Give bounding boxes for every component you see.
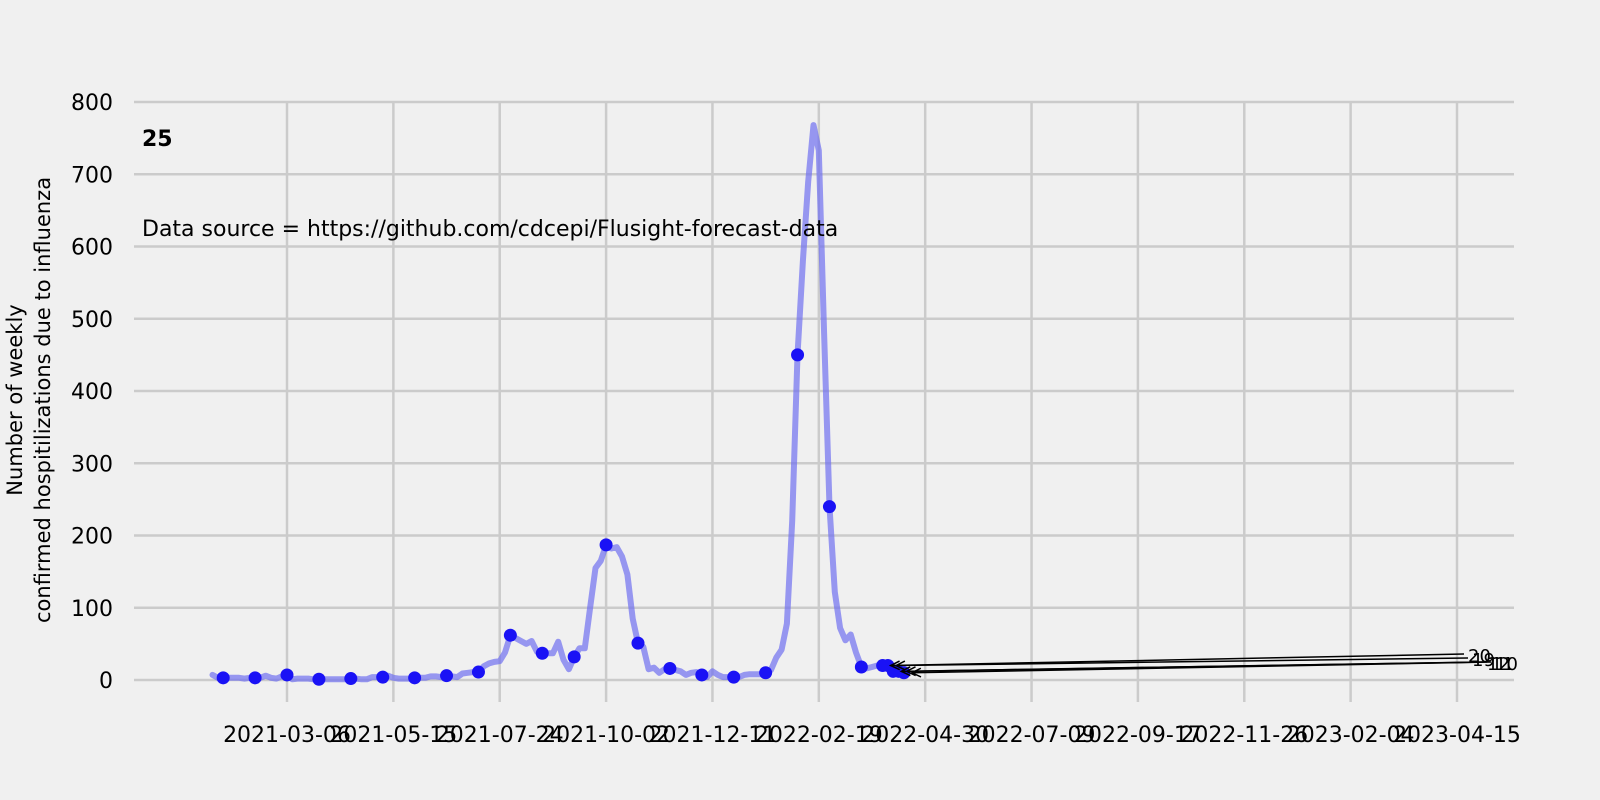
annotation-label: 11 — [1491, 654, 1514, 675]
data-point — [567, 650, 581, 664]
data-point — [822, 500, 836, 514]
y-tick-label: 800 — [71, 91, 113, 116]
data-point — [312, 672, 326, 686]
x-tick-label: 2021-05-15 — [329, 723, 457, 748]
x-tick-label: 2022-07-09 — [968, 723, 1096, 748]
data-point — [440, 669, 454, 683]
series-line — [209, 122, 907, 683]
data-point — [344, 672, 358, 686]
x-tick-label: 2021-03-06 — [223, 723, 351, 748]
data-point — [663, 661, 677, 675]
annotation-arrowhead — [894, 660, 906, 671]
data-point — [216, 671, 230, 685]
data-point — [599, 538, 613, 552]
source-note: Data source = https://github.com/cdcepi/… — [142, 217, 838, 242]
x-tick-labels: 2021-03-062021-05-152021-07-242021-10-02… — [223, 723, 1521, 748]
data-point — [631, 636, 645, 650]
y-tick-label: 100 — [71, 597, 113, 622]
data-point — [408, 671, 422, 685]
annotation-arrowhead — [899, 666, 911, 677]
data-point — [854, 660, 868, 674]
data-point — [376, 670, 390, 684]
data-point — [248, 671, 262, 685]
data-point — [695, 668, 709, 682]
data-point — [503, 628, 517, 642]
x-tick-label: 2021-07-24 — [436, 723, 564, 748]
data-point — [759, 666, 773, 680]
annotation-arrow — [911, 661, 1492, 674]
y-tick-labels: 0 100 200 300 400 500 600 700 800 — [71, 91, 113, 694]
annotation-label: 12 — [1487, 654, 1510, 675]
series-layer — [209, 122, 911, 686]
annotation-label: 10 — [1495, 654, 1518, 675]
y-tick-label: 400 — [71, 380, 113, 405]
data-point — [280, 668, 294, 682]
annotation-label: 19 — [1472, 650, 1495, 671]
annotation-arrowhead — [888, 660, 901, 671]
x-tick-label: 2022-11-26 — [1180, 723, 1308, 748]
x-tick-label: 2022-02-19 — [755, 723, 883, 748]
data-point — [727, 670, 741, 684]
panel-label: 25 — [142, 127, 173, 152]
x-tick-label: 2021-10-02 — [542, 723, 670, 748]
y-axis-label-line1: Number of weekly — [3, 304, 27, 495]
y-tick-label: 200 — [71, 525, 113, 550]
y-tick-label: 300 — [71, 452, 113, 477]
y-tick-label: 0 — [99, 669, 113, 694]
grid-lines — [134, 100, 1514, 702]
x-tick-label: 2022-09-17 — [1074, 723, 1202, 748]
y-axis-label: Number of weekly confirmed hospitilizati… — [3, 177, 55, 623]
x-tick-label: 2022-04-30 — [861, 723, 989, 748]
x-tick-label: 2023-04-15 — [1393, 723, 1521, 748]
data-point — [791, 348, 805, 362]
x-tick-label: 2021-12-11 — [649, 723, 777, 748]
annotation-arrowhead — [910, 667, 922, 678]
data-point — [535, 646, 549, 660]
x-tick-label: 2023-02-04 — [1287, 723, 1415, 748]
y-tick-label: 700 — [71, 163, 113, 188]
y-tick-label: 600 — [71, 236, 113, 261]
data-point — [471, 665, 485, 679]
annotation-arrowhead — [904, 666, 916, 677]
y-axis-label-line2: confirmed hospitilizations due to influe… — [31, 177, 55, 623]
annotation-arrow — [895, 657, 1469, 667]
y-tick-label: 500 — [71, 308, 113, 333]
